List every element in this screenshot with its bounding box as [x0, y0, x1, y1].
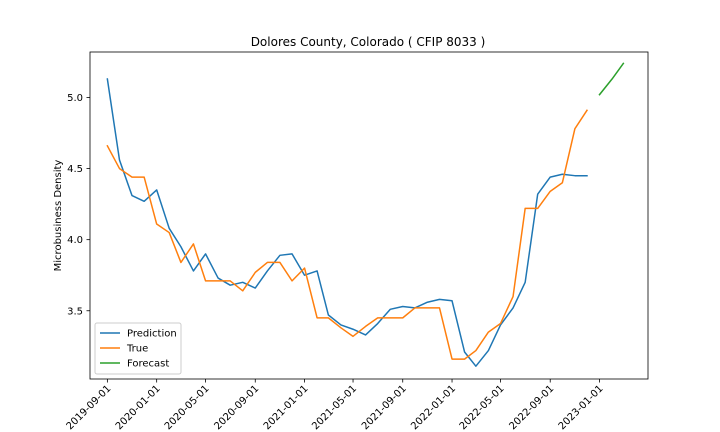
legend: Prediction True Forecast: [94, 322, 182, 375]
legend-label-forecast: Forecast: [127, 359, 169, 370]
series-line-true: [106, 109, 589, 360]
series-line-forecast: [598, 62, 625, 96]
plot-frame: [89, 51, 649, 380]
series-layer: [106, 62, 625, 367]
y-tick-label: 5.0: [67, 93, 83, 104]
series-line-prediction: [106, 78, 588, 367]
legend-box: [94, 322, 182, 375]
y-tick-label: 4.0: [67, 235, 83, 246]
legend-label-prediction: Prediction: [127, 329, 177, 340]
y-axis: 3.5 4.0 4.5 5.0: [67, 93, 90, 317]
y-tick-label: 4.5: [67, 164, 83, 175]
y-tick-label: 3.5: [67, 306, 83, 317]
y-axis-label: Microbusiness Density: [53, 160, 64, 272]
legend-label-true: True: [126, 344, 148, 355]
chart-title: Dolores County, Colorado ( CFIP 8033 ): [251, 35, 486, 49]
